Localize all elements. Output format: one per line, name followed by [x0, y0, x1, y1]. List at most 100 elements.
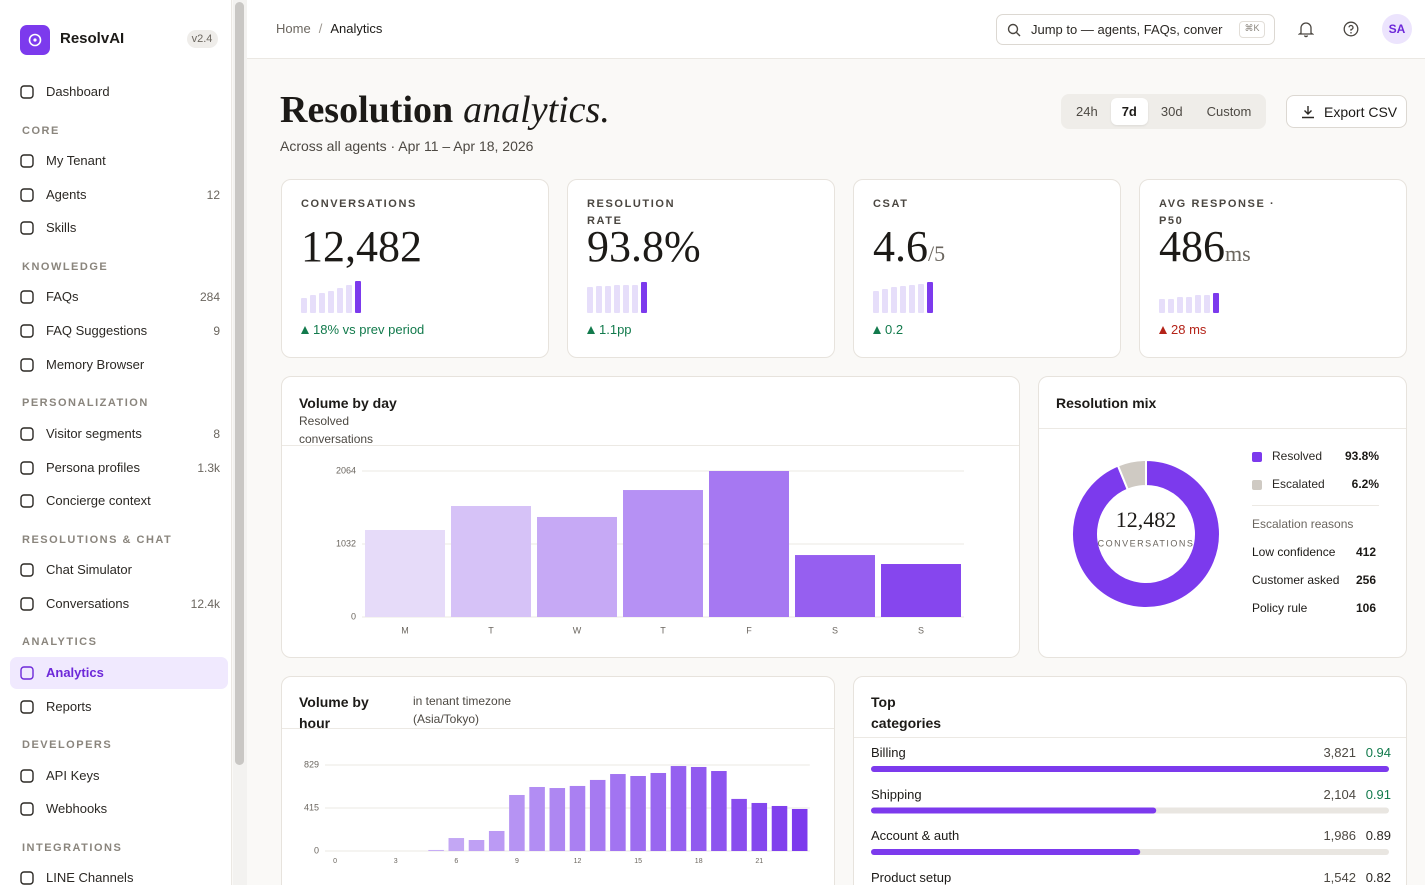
nav-item[interactable]: Concierge context: [10, 485, 228, 517]
nav-label: Chat Simulator: [46, 562, 132, 578]
nav-item[interactable]: Skills: [10, 212, 228, 244]
reasons-title: Escalation reasons: [1252, 517, 1354, 531]
nav-item[interactable]: LINE Channels: [10, 862, 228, 885]
kpi-value-row: 93.8%: [587, 221, 701, 273]
nav-item[interactable]: Analytics: [10, 656, 228, 689]
nav-label: Skills: [46, 220, 77, 236]
nav-icon: [20, 324, 34, 338]
nav-icon: [20, 768, 34, 783]
nav-label: Analytics: [46, 664, 104, 680]
nav-label: LINE Channels: [46, 870, 134, 885]
nav-item[interactable]: Memory Browser: [10, 349, 228, 381]
category-count: 3,821: [1323, 745, 1356, 760]
nav-icon: [20, 358, 34, 372]
shortcut: ⌘K: [1244, 23, 1260, 33]
help-icon: [1343, 21, 1359, 37]
reason-label: Customer asked: [1252, 573, 1340, 587]
breadcrumb-item: Analytics: [330, 21, 383, 36]
reason-value: 256: [1355, 573, 1376, 587]
range-option[interactable]: 24h: [1076, 104, 1098, 119]
chart-note: in tenant timezone (Asia/Tokyo): [413, 694, 512, 726]
chart-title: Top categories: [871, 694, 942, 731]
breadcrumb-separator: /: [318, 21, 323, 36]
nav-item[interactable]: Reports: [10, 691, 228, 723]
nav-icon: [20, 221, 34, 236]
shortcut-badge: ⌘K: [1239, 21, 1265, 38]
scrollbar-thumb[interactable]: [235, 2, 244, 765]
brand-name: ResolvAI: [60, 30, 125, 47]
kpi-delta: 18% vs prev period: [313, 322, 425, 337]
nav-count: 12.4k: [190, 596, 220, 611]
nav-section: DEVELOPERS: [22, 739, 113, 752]
divider: [1039, 428, 1406, 429]
nav-icon: [20, 460, 34, 475]
category-name: Product setup: [871, 869, 952, 885]
nav-item[interactable]: Dashboard: [10, 76, 228, 108]
sidebar: [0, 0, 232, 885]
nav-label: Visitor segments: [46, 425, 142, 441]
nav-item[interactable]: My Tenant: [10, 145, 228, 177]
reason-label: Policy rule: [1252, 601, 1308, 615]
nav-item[interactable]: Webhooks: [10, 793, 228, 825]
nav-item[interactable]: Chat Simulator: [10, 554, 228, 586]
nav-item[interactable]: Conversations 12.4k: [10, 588, 228, 620]
nav-section: INTEGRATIONS: [22, 841, 123, 854]
nav-item[interactable]: Agents 12: [10, 179, 228, 211]
delta-arrow: [587, 326, 595, 334]
breadcrumb-item[interactable]: Home: [276, 21, 311, 36]
kpi-card: [1139, 179, 1407, 358]
delta-arrow: [873, 326, 881, 334]
kpi-value: 93.8%: [587, 222, 701, 271]
kpi-delta: 1.1pp: [599, 322, 632, 337]
nav-icon: [20, 699, 34, 714]
kpi-value-row: 4.6/5: [873, 221, 945, 273]
range-option[interactable]: 30d: [1160, 104, 1183, 119]
nav-item[interactable]: Persona profiles 1.3k: [10, 452, 228, 484]
nav-label: FAQ Suggestions: [46, 323, 148, 339]
kpi-delta: 28 ms: [1171, 322, 1207, 337]
search-box[interactable]: Jump to — agents, FAQs, conver ⌘K: [996, 14, 1275, 45]
nav-item[interactable]: FAQ Suggestions 9: [10, 315, 228, 347]
kpi-label: AVG RESPONSE · P50: [1159, 198, 1276, 227]
breadcrumb: Home / Analytics: [276, 19, 382, 39]
reason-value: 106: [1355, 601, 1376, 615]
version-badge: v2.4: [187, 30, 218, 48]
nav-count: 8: [213, 426, 220, 441]
notifications-icon: [1298, 22, 1314, 38]
page-subtitle: Across all agents · Apr 11 – Apr 18, 202…: [280, 138, 534, 154]
nav-icon: [20, 427, 34, 441]
nav-icon: [20, 666, 34, 680]
avatar-initials: SA: [1388, 22, 1406, 36]
category-count: 2,104: [1323, 786, 1356, 802]
nav-section: KNOWLEDGE: [22, 260, 109, 273]
kpi-unit: ms: [1225, 241, 1251, 266]
range-selector: 24h 7d 30d Custom: [1061, 94, 1267, 129]
nav-label: FAQs: [46, 289, 79, 305]
category-count: 1,542: [1323, 869, 1356, 885]
nav-item[interactable]: FAQs 284: [10, 281, 228, 313]
nav-icon: [20, 563, 34, 577]
category-name: Billing: [871, 745, 906, 760]
nav-item[interactable]: Visitor segments 8: [10, 418, 228, 450]
avatar[interactable]: SA: [1382, 14, 1412, 44]
nav-icon: [20, 187, 34, 202]
nav-section: PERSONALIZATION: [22, 397, 149, 410]
delta-arrow: [301, 326, 309, 334]
kpi-label: CSAT: [873, 198, 909, 210]
kpi-value-row: 486 ms: [1159, 221, 1251, 273]
category-score: 0.94: [1365, 745, 1391, 760]
reason-value: 412: [1355, 545, 1376, 559]
nav-item[interactable]: API Keys: [10, 760, 228, 792]
divider: [1252, 505, 1379, 506]
nav-icon: [20, 290, 34, 305]
category-name: Account & auth: [871, 828, 960, 843]
kpi-value: 12,482: [301, 222, 422, 271]
category-name: Shipping: [871, 786, 922, 802]
export-button[interactable]: Export CSV: [1286, 95, 1407, 128]
page-title: Resolution analytics.: [280, 84, 610, 136]
range-option[interactable]: Custom: [1206, 104, 1252, 119]
range-option[interactable]: 7d: [1110, 98, 1148, 125]
kpi-value: 4.6: [873, 222, 928, 271]
nav-icon: [20, 154, 34, 168]
